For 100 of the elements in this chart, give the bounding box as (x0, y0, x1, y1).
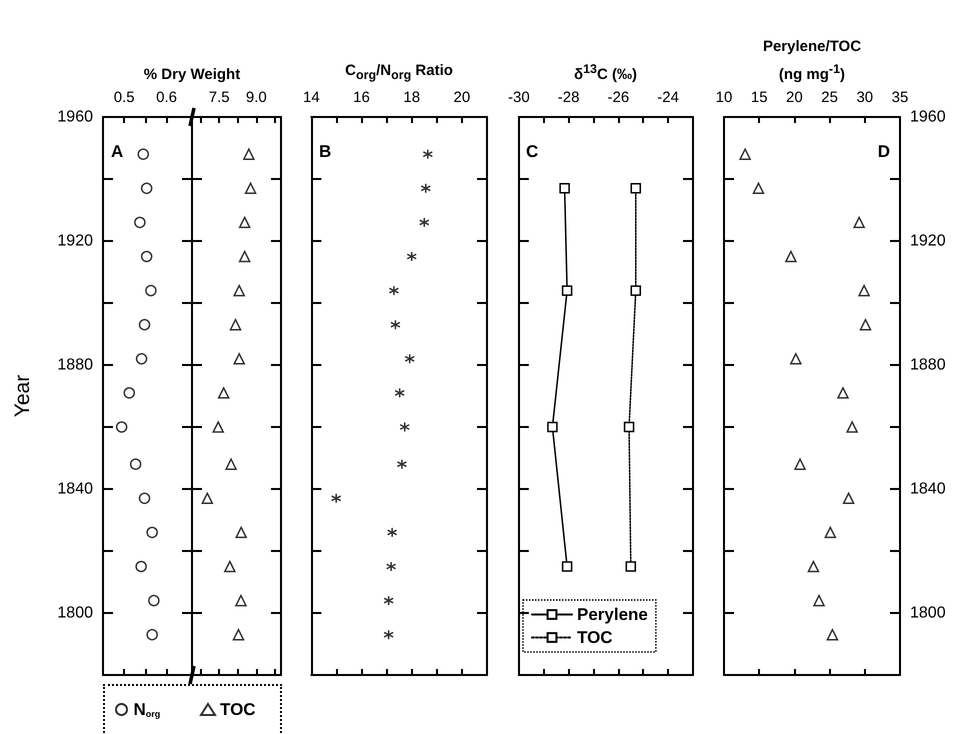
point (145, 284, 157, 296)
x-tick-label: -24 (657, 89, 679, 106)
point (794, 458, 806, 470)
x-tick-label: 35 (892, 89, 908, 106)
x-tick-label: 16 (353, 89, 370, 106)
point (562, 561, 572, 572)
x-axis-title: % Dry Weight (144, 65, 240, 85)
legend-label: Perylene (577, 605, 648, 624)
point (218, 387, 230, 399)
point (135, 560, 147, 572)
x-axis-title: δ$^{13}$C (‰) (574, 61, 638, 85)
y-tick-label: 1840 (910, 480, 946, 498)
point (739, 148, 751, 160)
point (752, 182, 764, 194)
y-axis-title: Year (11, 374, 36, 418)
y-tick-label: 1880 (910, 356, 946, 374)
point (858, 284, 870, 296)
point (130, 458, 142, 470)
point (396, 458, 408, 470)
point (386, 561, 396, 572)
x-axis-title: C$_{org}$/N$_{org}$ Ratio (345, 61, 453, 84)
point (148, 594, 160, 606)
point (422, 148, 434, 160)
point (846, 421, 858, 433)
point (624, 422, 634, 432)
y-tick-label: 1920 (910, 232, 946, 250)
point (419, 217, 430, 228)
legend-label: TOC (577, 628, 613, 647)
point (790, 353, 802, 365)
point (233, 284, 245, 296)
point (630, 285, 642, 296)
point (626, 561, 636, 572)
point (225, 458, 237, 470)
y-tick-label: 1800 (57, 604, 94, 622)
point (826, 628, 838, 640)
x-tick-label: 10 (716, 89, 732, 106)
x-tick-label: -30 (508, 89, 530, 106)
point (420, 183, 432, 194)
point (853, 216, 865, 228)
point (406, 251, 417, 262)
y-tick-label: 1800 (910, 604, 946, 622)
x-tick-label: 14 (303, 89, 320, 106)
point (399, 422, 410, 432)
x-tick-label: 15 (750, 89, 768, 106)
point (842, 492, 854, 504)
point (562, 285, 572, 296)
point (330, 493, 342, 504)
point (390, 319, 401, 330)
point (138, 318, 150, 330)
point (386, 527, 398, 538)
y-tick-label: 1880 (57, 356, 94, 374)
point (233, 353, 245, 365)
x-axis-title: Perylene/TOC (ng mg$^{-1}$) (762, 37, 862, 85)
annotation: C (526, 142, 538, 161)
point (136, 353, 148, 365)
legend-label: TOC (220, 700, 256, 719)
point (837, 387, 849, 399)
annotation: B (319, 142, 332, 161)
point (232, 628, 244, 640)
point (140, 182, 152, 194)
x-tick-label: 0.5 (114, 89, 135, 106)
point (146, 628, 158, 640)
point (235, 594, 247, 606)
point (559, 183, 570, 194)
point (230, 318, 242, 330)
point (388, 285, 400, 296)
point (383, 595, 394, 606)
point (813, 594, 825, 606)
point (860, 318, 872, 330)
point (212, 421, 224, 433)
x-tick-label: 20 (786, 89, 803, 106)
point (630, 183, 642, 194)
point (116, 421, 128, 433)
y-tick-label: 1920 (57, 232, 94, 250)
legend-label: Norg (134, 700, 160, 719)
point (202, 492, 214, 504)
y-tick-label: 1960 (910, 108, 946, 126)
point (808, 560, 820, 572)
point (138, 492, 150, 504)
x-tick-label: 7.5 (208, 89, 230, 106)
point (824, 526, 836, 538)
point (383, 629, 394, 640)
x-tick-label: -28 (558, 89, 580, 106)
point (140, 250, 152, 262)
x-tick-label: 20 (454, 89, 470, 106)
x-tick-label: 9.0 (246, 89, 267, 106)
point (134, 216, 146, 228)
annotation: A (111, 142, 124, 161)
y-tick-label: 1840 (57, 480, 94, 498)
x-tick-label: -26 (608, 89, 630, 106)
point (785, 250, 797, 262)
x-tick-label: 0.6 (156, 89, 177, 106)
annotation: D (878, 142, 890, 161)
point (394, 388, 405, 398)
point (404, 354, 415, 364)
point (243, 148, 255, 160)
point (138, 148, 150, 160)
point (238, 250, 250, 262)
x-tick-label: 25 (821, 89, 838, 106)
point (224, 560, 236, 572)
